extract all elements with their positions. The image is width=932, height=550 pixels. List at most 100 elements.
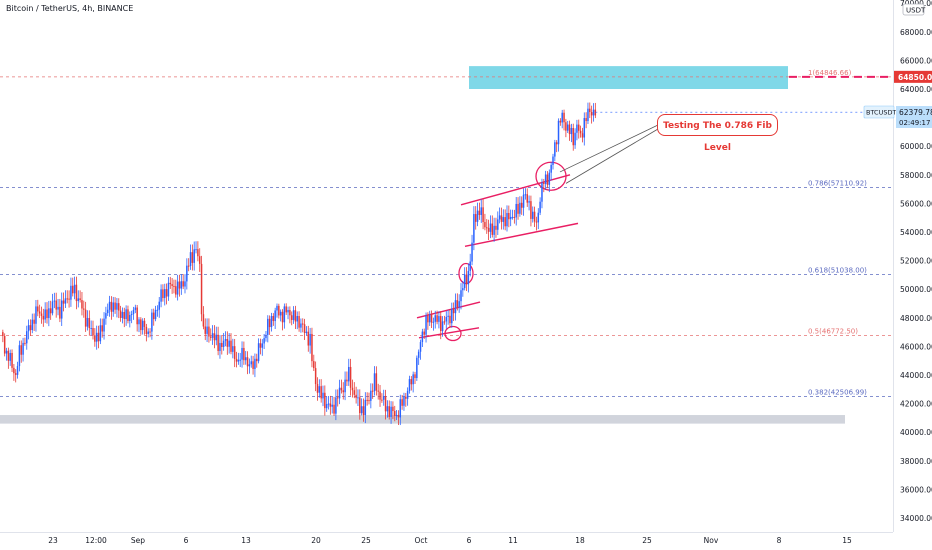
channel-line [460, 174, 571, 206]
time-tick-label: 6 [184, 536, 189, 545]
candle [394, 405, 396, 422]
candle [489, 215, 492, 239]
candle-body [101, 325, 103, 332]
candle-body [230, 340, 232, 352]
price-tick-label: 56000.00 [900, 199, 932, 208]
candle-body [278, 305, 280, 316]
candle-body [552, 156, 554, 165]
candle [463, 267, 466, 291]
candle [149, 328, 151, 338]
price-tick-label: 64000.00 [900, 85, 932, 94]
candle [329, 395, 332, 415]
candle-body [252, 361, 254, 369]
candle-body [452, 308, 455, 314]
candle-body [31, 319, 34, 331]
candle [53, 292, 56, 309]
candle-body [232, 346, 234, 352]
candle [340, 379, 343, 394]
candle-body [392, 406, 394, 412]
candle [233, 338, 236, 368]
candle [541, 178, 543, 209]
candle-body [543, 182, 545, 185]
candle [493, 217, 495, 242]
candle-body [386, 406, 389, 412]
candle-body [541, 182, 543, 202]
candle-body [44, 309, 46, 320]
candle [215, 326, 218, 346]
candle-body [333, 404, 335, 414]
candle-body [434, 315, 436, 322]
candle-body [108, 301, 111, 310]
candle-body [480, 207, 482, 215]
candle-body [478, 210, 481, 215]
candle-body [474, 214, 477, 222]
time-tick-label: 8 [777, 536, 782, 545]
candle-body [513, 216, 516, 218]
candle [289, 306, 291, 324]
candle-body [382, 396, 385, 400]
candle-body [164, 289, 166, 299]
candle-body [318, 386, 321, 393]
candle [37, 299, 39, 317]
candle-body [441, 321, 444, 332]
candle [134, 304, 137, 314]
candle-body [581, 133, 584, 138]
candle-body [73, 284, 76, 294]
annotation-callout[interactable]: Testing The 0.786 Fib Level [657, 114, 778, 153]
candle [160, 284, 162, 308]
candle-body [154, 310, 157, 320]
candle [99, 318, 102, 345]
candle-body [406, 390, 409, 399]
time-tick-label: 15 [842, 536, 852, 545]
candle [423, 328, 425, 339]
price-tick-label: 52000.00 [900, 257, 932, 266]
candle-body [463, 274, 466, 289]
candle [140, 317, 142, 335]
candle-body [219, 342, 221, 352]
candle [592, 103, 595, 122]
callout-pointer [559, 124, 659, 173]
last-price-label: BTCUSDT 62379.78 02:49:17 [863, 105, 932, 128]
candle [561, 109, 563, 129]
candle [261, 339, 264, 356]
candle [110, 296, 113, 320]
candle-body [279, 311, 282, 316]
candle-body [210, 336, 212, 338]
candle [187, 258, 190, 272]
candle [353, 382, 356, 399]
symbol-box [863, 105, 895, 119]
candle [232, 338, 234, 359]
candle-body [338, 387, 341, 399]
candle-body [189, 252, 192, 266]
price-tick-label: 50000.00 [900, 285, 932, 294]
candle [344, 371, 346, 401]
candle [46, 302, 48, 324]
candle [29, 319, 32, 336]
candle [68, 290, 70, 308]
candle [548, 169, 551, 193]
candle [108, 295, 111, 317]
candle-body [515, 203, 517, 218]
candle [576, 119, 578, 141]
candle-body [443, 321, 446, 323]
candle-body [138, 319, 140, 325]
candle [18, 340, 21, 372]
candle [362, 398, 365, 422]
candle [79, 290, 81, 303]
last-price-box [896, 106, 932, 128]
candle-body [125, 309, 127, 320]
currency-badge-label: USDT [906, 7, 926, 15]
time-tick-label: 11 [508, 536, 518, 545]
currency-badge: USDT [902, 3, 926, 16]
candle [156, 305, 159, 317]
candle [324, 385, 326, 416]
candle-body [46, 309, 48, 319]
candle-body [222, 340, 225, 347]
candle [189, 244, 192, 270]
candle-body [546, 174, 549, 185]
candle-body [506, 213, 508, 227]
time-axis[interactable]: 23 12:00 Sep 6 13 20 25 Oct 6 11 18 25 Nov 8 15 [0, 532, 893, 546]
candle-body [388, 406, 390, 417]
candle [594, 102, 597, 119]
